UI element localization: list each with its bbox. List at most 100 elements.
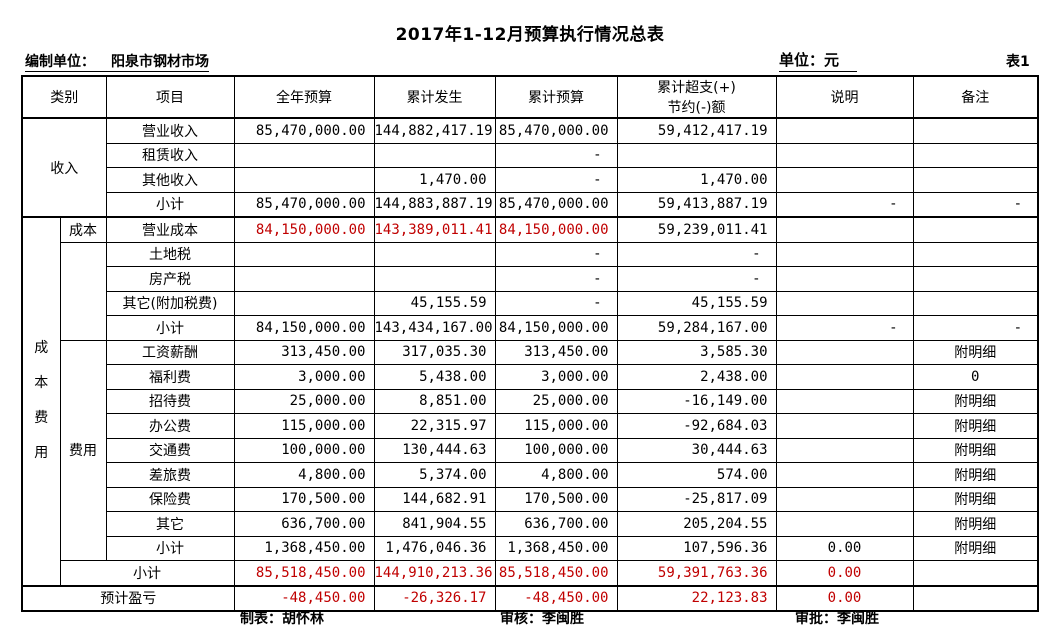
remark-cell: - xyxy=(912,191,1039,218)
variance-cell: - xyxy=(616,266,777,292)
item-label: 其它 xyxy=(105,511,235,537)
occurred-cell: -26,326.17 xyxy=(373,584,496,612)
cumulative-budget-cell: 100,000.00 xyxy=(494,437,618,463)
remark-cell xyxy=(912,584,1039,612)
annual-budget-cell xyxy=(233,241,375,267)
remark-cell xyxy=(912,216,1039,243)
remark-cell: 附明细 xyxy=(912,511,1039,537)
item-label: 小计 xyxy=(105,535,235,561)
variance-cell: 45,155.59 xyxy=(616,290,777,316)
item-label: 小计 xyxy=(105,315,235,341)
occurred-cell: 143,389,011.41 xyxy=(373,216,496,243)
row-property-tax: 房产税 - - xyxy=(22,266,1039,292)
annual-budget-cell: 1,368,450.00 xyxy=(233,535,375,561)
remark-cell: 0 xyxy=(912,364,1039,390)
footer-approver: 审批：李闽胜 xyxy=(795,611,879,627)
annual-budget-cell: 636,700.00 xyxy=(233,511,375,537)
occurred-cell: 144,882,417.19 xyxy=(373,117,496,144)
item-label: 交通费 xyxy=(105,437,235,463)
variance-cell: 107,596.36 xyxy=(616,535,777,561)
col-header-note: 说明 xyxy=(775,75,914,119)
cumulative-budget-cell: 85,518,450.00 xyxy=(494,560,618,586)
annual-budget-cell: 85,518,450.00 xyxy=(233,560,375,586)
note-cell xyxy=(775,437,914,463)
variance-cell: 59,391,763.36 xyxy=(616,560,777,586)
item-label: 福利费 xyxy=(105,364,235,390)
variance-cell: 30,444.63 xyxy=(616,437,777,463)
annual-budget-cell: 85,470,000.00 xyxy=(233,191,375,218)
row-land-tax: 土地税 - - xyxy=(22,241,1039,341)
occurred-cell xyxy=(373,266,496,292)
variance-cell: 59,284,167.00 xyxy=(616,315,777,341)
row-rental-income: 租赁收入 - xyxy=(22,142,1039,168)
variance-cell: 2,438.00 xyxy=(616,364,777,390)
header-row: 类别 项目 全年预算 累计发生 累计预算 累计超支(+) 节约(-)额 说明 备… xyxy=(21,75,1039,119)
note-cell: 0.00 xyxy=(775,560,914,586)
annual-budget-cell: -48,450.00 xyxy=(233,584,375,612)
cumulative-budget-cell: 85,470,000.00 xyxy=(494,191,618,218)
variance-cell xyxy=(616,142,777,168)
col-header-cumulative-budget: 累计预算 xyxy=(494,75,618,119)
item-label: 预计盈亏 xyxy=(21,584,235,612)
note-cell xyxy=(775,216,914,243)
variance-cell: 59,413,887.19 xyxy=(616,191,777,218)
remark-cell: 附明细 xyxy=(912,535,1039,561)
row-insurance: 保险费 170,500.00 144,682.91 170,500.00 -25… xyxy=(22,486,1039,512)
occurred-cell: 8,851.00 xyxy=(373,388,496,414)
item-label: 招待费 xyxy=(105,388,235,414)
occurred-cell: 143,434,167.00 xyxy=(373,315,496,341)
note-cell xyxy=(775,511,914,537)
row-operating-cost: 成 本 费 用 成本 营业成本 84,150,000.00 143,389,01… xyxy=(21,216,1039,586)
remark-cell xyxy=(912,241,1039,267)
prepared-by-underline: 编制单位： 阳泉市钢材市场 xyxy=(25,54,209,72)
row-welfare: 福利费 3,000.00 5,438.00 3,000.00 2,438.00 … xyxy=(22,364,1039,390)
variance-cell: 574.00 xyxy=(616,462,777,488)
annual-budget-cell: 170,500.00 xyxy=(233,486,375,512)
variance-cell: 59,239,011.41 xyxy=(616,216,777,243)
variance-cell: 205,204.55 xyxy=(616,511,777,537)
item-label: 营业收入 xyxy=(105,117,235,144)
row-other-expense: 其它 636,700.00 841,904.55 636,700.00 205,… xyxy=(22,511,1039,537)
annual-budget-cell: 100,000.00 xyxy=(233,437,375,463)
item-label: 保险费 xyxy=(105,486,235,512)
category-income: 收入 xyxy=(21,117,107,218)
col-header-annual-budget: 全年预算 xyxy=(233,75,375,119)
footer-reviewer: 审核：李闽胜 xyxy=(500,611,584,627)
row-operating-income: 收入 营业收入 85,470,000.00 144,882,417.19 85,… xyxy=(21,117,1039,218)
variance-cell: -25,817.09 xyxy=(616,486,777,512)
cumulative-budget-cell: 84,150,000.00 xyxy=(494,315,618,341)
occurred-cell xyxy=(373,241,496,267)
sheet-number: 表1 xyxy=(1006,54,1030,70)
occurred-cell: 1,470.00 xyxy=(373,167,496,193)
item-label: 办公费 xyxy=(105,413,235,439)
annual-budget-cell xyxy=(233,167,375,193)
row-grand-subtotal: 小计 85,518,450.00 144,910,213.36 85,518,4… xyxy=(22,560,1039,586)
remark-cell: 附明细 xyxy=(912,486,1039,512)
note-cell xyxy=(775,117,914,144)
occurred-cell: 5,438.00 xyxy=(373,364,496,390)
occurred-cell xyxy=(373,142,496,168)
note-cell xyxy=(775,266,914,292)
occurred-cell: 130,444.63 xyxy=(373,437,496,463)
row-estimated-profit-loss: 预计盈亏 -48,450.00 -26,326.17 -48,450.00 22… xyxy=(21,584,1039,612)
annual-budget-cell xyxy=(233,290,375,316)
remark-cell: 附明细 xyxy=(912,339,1039,365)
row-travel: 差旅费 4,800.00 5,374.00 4,800.00 574.00 附明… xyxy=(22,462,1039,488)
remark-cell: - xyxy=(912,315,1039,341)
cumulative-budget-cell: 313,450.00 xyxy=(494,339,618,365)
remark-cell xyxy=(912,167,1039,193)
item-label: 租赁收入 xyxy=(105,142,235,168)
cumulative-budget-cell: 115,000.00 xyxy=(494,413,618,439)
item-label: 差旅费 xyxy=(105,462,235,488)
unit-label: 单位：元 xyxy=(779,49,858,72)
cumulative-budget-cell: - xyxy=(494,290,618,316)
col-header-remark: 备注 xyxy=(912,75,1039,119)
cumulative-budget-cell: 25,000.00 xyxy=(494,388,618,414)
category-cost: 成本 xyxy=(59,216,107,243)
row-other-income: 其他收入 1,470.00 - 1,470.00 xyxy=(22,167,1039,193)
item-label: 营业成本 xyxy=(105,216,235,243)
occurred-cell: 144,910,213.36 xyxy=(373,560,496,586)
occurred-cell: 1,476,046.36 xyxy=(373,535,496,561)
row-income-subtotal: 小计 85,470,000.00 144,883,887.19 85,470,0… xyxy=(22,191,1039,218)
note-cell xyxy=(775,241,914,267)
